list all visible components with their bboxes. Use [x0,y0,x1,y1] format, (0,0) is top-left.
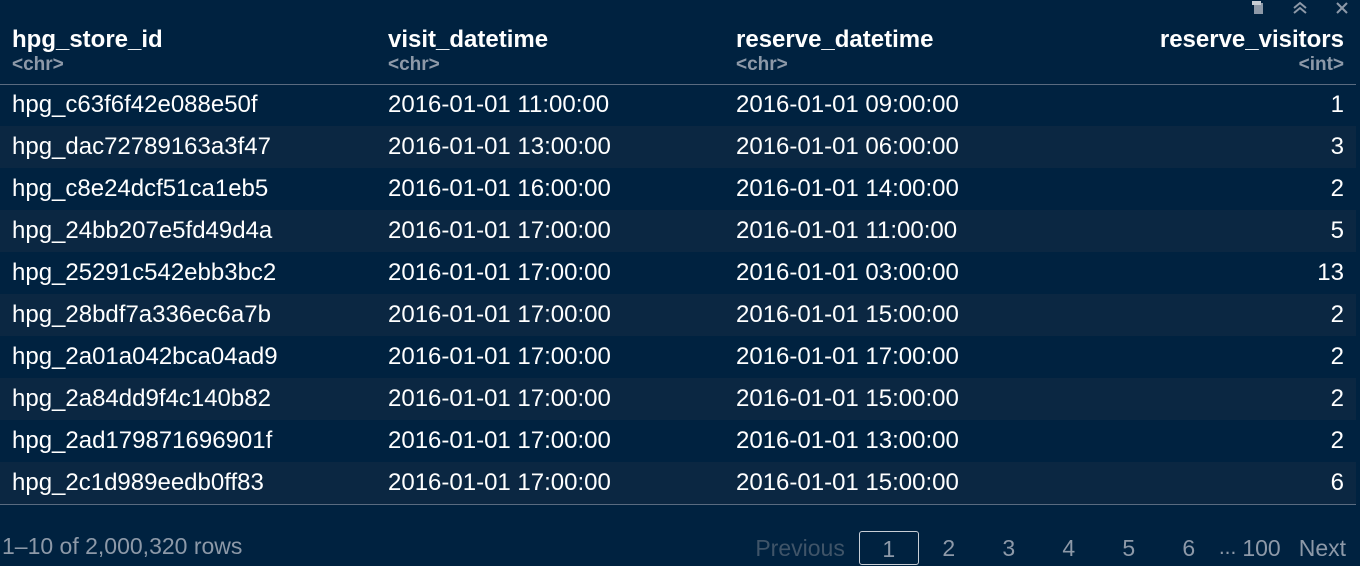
data-table: hpg_store_id <chr> visit_datetime <chr> … [0,20,1356,505]
cell-store-id: hpg_25291c542ebb3bc2 [12,259,277,286]
page-button-5[interactable]: 5 [1122,534,1136,561]
table-header: hpg_store_id <chr> visit_datetime <chr> … [0,20,1356,85]
cell-reserve-visitors: 13 [1317,259,1344,286]
page-button-3[interactable]: 3 [1002,534,1016,561]
cell-reserve-datetime: 2016-01-01 09:00:00 [736,91,959,119]
cell-store-id: hpg_c8e24dcf51ca1eb5 [12,175,269,202]
column-name: reserve_datetime [736,26,934,53]
cell-reserve-datetime: 2016-01-01 06:00:00 [724,126,1064,168]
column-header-visit-datetime[interactable]: visit_datetime <chr> [376,20,724,85]
cell-store-id: hpg_2c1d989eedb0ff83 [0,462,376,505]
cell-visit-datetime: 2016-01-01 17:00:00 [388,343,611,370]
column-header-hpg-store-id[interactable]: hpg_store_id <chr> [0,20,376,85]
cell-store-id: hpg_2a84dd9f4c140b82 [0,378,376,420]
page-button-last[interactable]: 100 [1242,534,1281,561]
cell-visit-datetime: 2016-01-01 13:00:00 [376,126,724,168]
table-row: hpg_2a01a042bca04ad9 2016-01-01 17:00:00… [0,336,1356,378]
page-button-6[interactable]: 6 [1182,534,1196,561]
table-row: hpg_c63f6f42e088e50f 2016-01-01 11:00:00… [0,84,1356,126]
cell-visit-datetime: 2016-01-01 11:00:00 [388,91,610,119]
table-row: hpg_24bb207e5fd49d4a 2016-01-01 17:00:00… [0,210,1356,252]
cell-reserve-visitors: 2 [1064,294,1356,336]
cell-visit-datetime: 2016-01-01 17:00:00 [376,210,724,252]
page-ellipsis: ... [1218,536,1237,559]
chunk-toolbar [1248,0,1352,16]
column-type: <int> [1298,54,1344,75]
cell-reserve-visitors: 3 [1064,126,1356,168]
column-name: reserve_visitors [1159,26,1344,53]
column-header-reserve-datetime[interactable]: reserve_datetime <chr> [724,20,1064,85]
close-icon[interactable] [1332,1,1352,15]
column-type: <chr> [736,54,788,75]
cell-store-id: hpg_24bb207e5fd49d4a [0,210,376,252]
column-name: hpg_store_id [12,26,163,53]
cell-visit-datetime: 2016-01-01 16:00:00 [388,175,611,202]
table-row: hpg_2c1d989eedb0ff83 2016-01-01 17:00:00… [0,462,1356,505]
cell-visit-datetime: 2016-01-01 17:00:00 [376,462,724,505]
cell-reserve-visitors: 1 [1330,91,1344,119]
next-page-button[interactable]: Next [1298,534,1346,561]
page-button-2[interactable]: 2 [942,534,956,561]
page-button-1[interactable]: 1 [858,531,919,565]
table-footer: 1–10 of 2,000,320 rows Previous 1 2 3 4 … [0,528,1360,566]
cell-store-id: hpg_c63f6f42e088e50f [12,91,258,119]
cell-reserve-datetime: 2016-01-01 11:00:00 [724,210,1064,252]
row-count-info: 1–10 of 2,000,320 rows [2,533,243,559]
cell-visit-datetime: 2016-01-01 17:00:00 [388,427,611,454]
cell-reserve-visitors: 2 [1330,343,1344,370]
cell-reserve-visitors: 5 [1064,210,1356,252]
cell-store-id: hpg_2a01a042bca04ad9 [12,343,278,370]
column-header-reserve-visitors[interactable]: reserve_visitors <int> [1064,20,1356,85]
pagination: Previous 1 2 3 4 5 6 ... 100 Next [755,530,1346,566]
cell-reserve-visitors: 2 [1330,175,1344,202]
column-type: <chr> [388,54,440,75]
cell-visit-datetime: 2016-01-01 17:00:00 [376,378,724,420]
cell-store-id: hpg_2ad179871696901f [12,427,273,454]
table-row: hpg_dac72789163a3f47 2016-01-01 13:00:00… [0,126,1356,168]
cell-store-id: hpg_dac72789163a3f47 [0,126,376,168]
cell-reserve-datetime: 2016-01-01 03:00:00 [736,259,959,286]
table-row: hpg_c8e24dcf51ca1eb5 2016-01-01 16:00:00… [0,168,1356,210]
cell-visit-datetime: 2016-01-01 17:00:00 [376,294,724,336]
column-name: visit_datetime [388,26,549,53]
table-row: hpg_25291c542ebb3bc2 2016-01-01 17:00:00… [0,252,1356,294]
cell-store-id: hpg_28bdf7a336ec6a7b [0,294,376,336]
cell-reserve-visitors: 2 [1064,378,1356,420]
cell-reserve-datetime: 2016-01-01 14:00:00 [736,175,959,202]
cell-reserve-datetime: 2016-01-01 17:00:00 [736,343,959,370]
cell-visit-datetime: 2016-01-01 17:00:00 [388,259,611,286]
export-icon[interactable] [1248,1,1268,15]
cell-reserve-datetime: 2016-01-01 15:00:00 [724,378,1064,420]
collapse-icon[interactable] [1290,1,1310,15]
cell-reserve-visitors: 6 [1064,462,1356,505]
table-body: hpg_c63f6f42e088e50f 2016-01-01 11:00:00… [0,84,1356,505]
cell-reserve-datetime: 2016-01-01 13:00:00 [736,427,959,454]
previous-page-button[interactable]: Previous [755,534,845,561]
cell-reserve-visitors: 2 [1330,427,1344,454]
table-row: hpg_2ad179871696901f 2016-01-01 17:00:00… [0,420,1356,462]
page-button-4[interactable]: 4 [1062,534,1076,561]
table-row: hpg_2a84dd9f4c140b82 2016-01-01 17:00:00… [0,378,1356,420]
column-type: <chr> [12,54,64,75]
cell-reserve-datetime: 2016-01-01 15:00:00 [724,294,1064,336]
cell-reserve-datetime: 2016-01-01 15:00:00 [724,462,1064,505]
table-row: hpg_28bdf7a336ec6a7b 2016-01-01 17:00:00… [0,294,1356,336]
